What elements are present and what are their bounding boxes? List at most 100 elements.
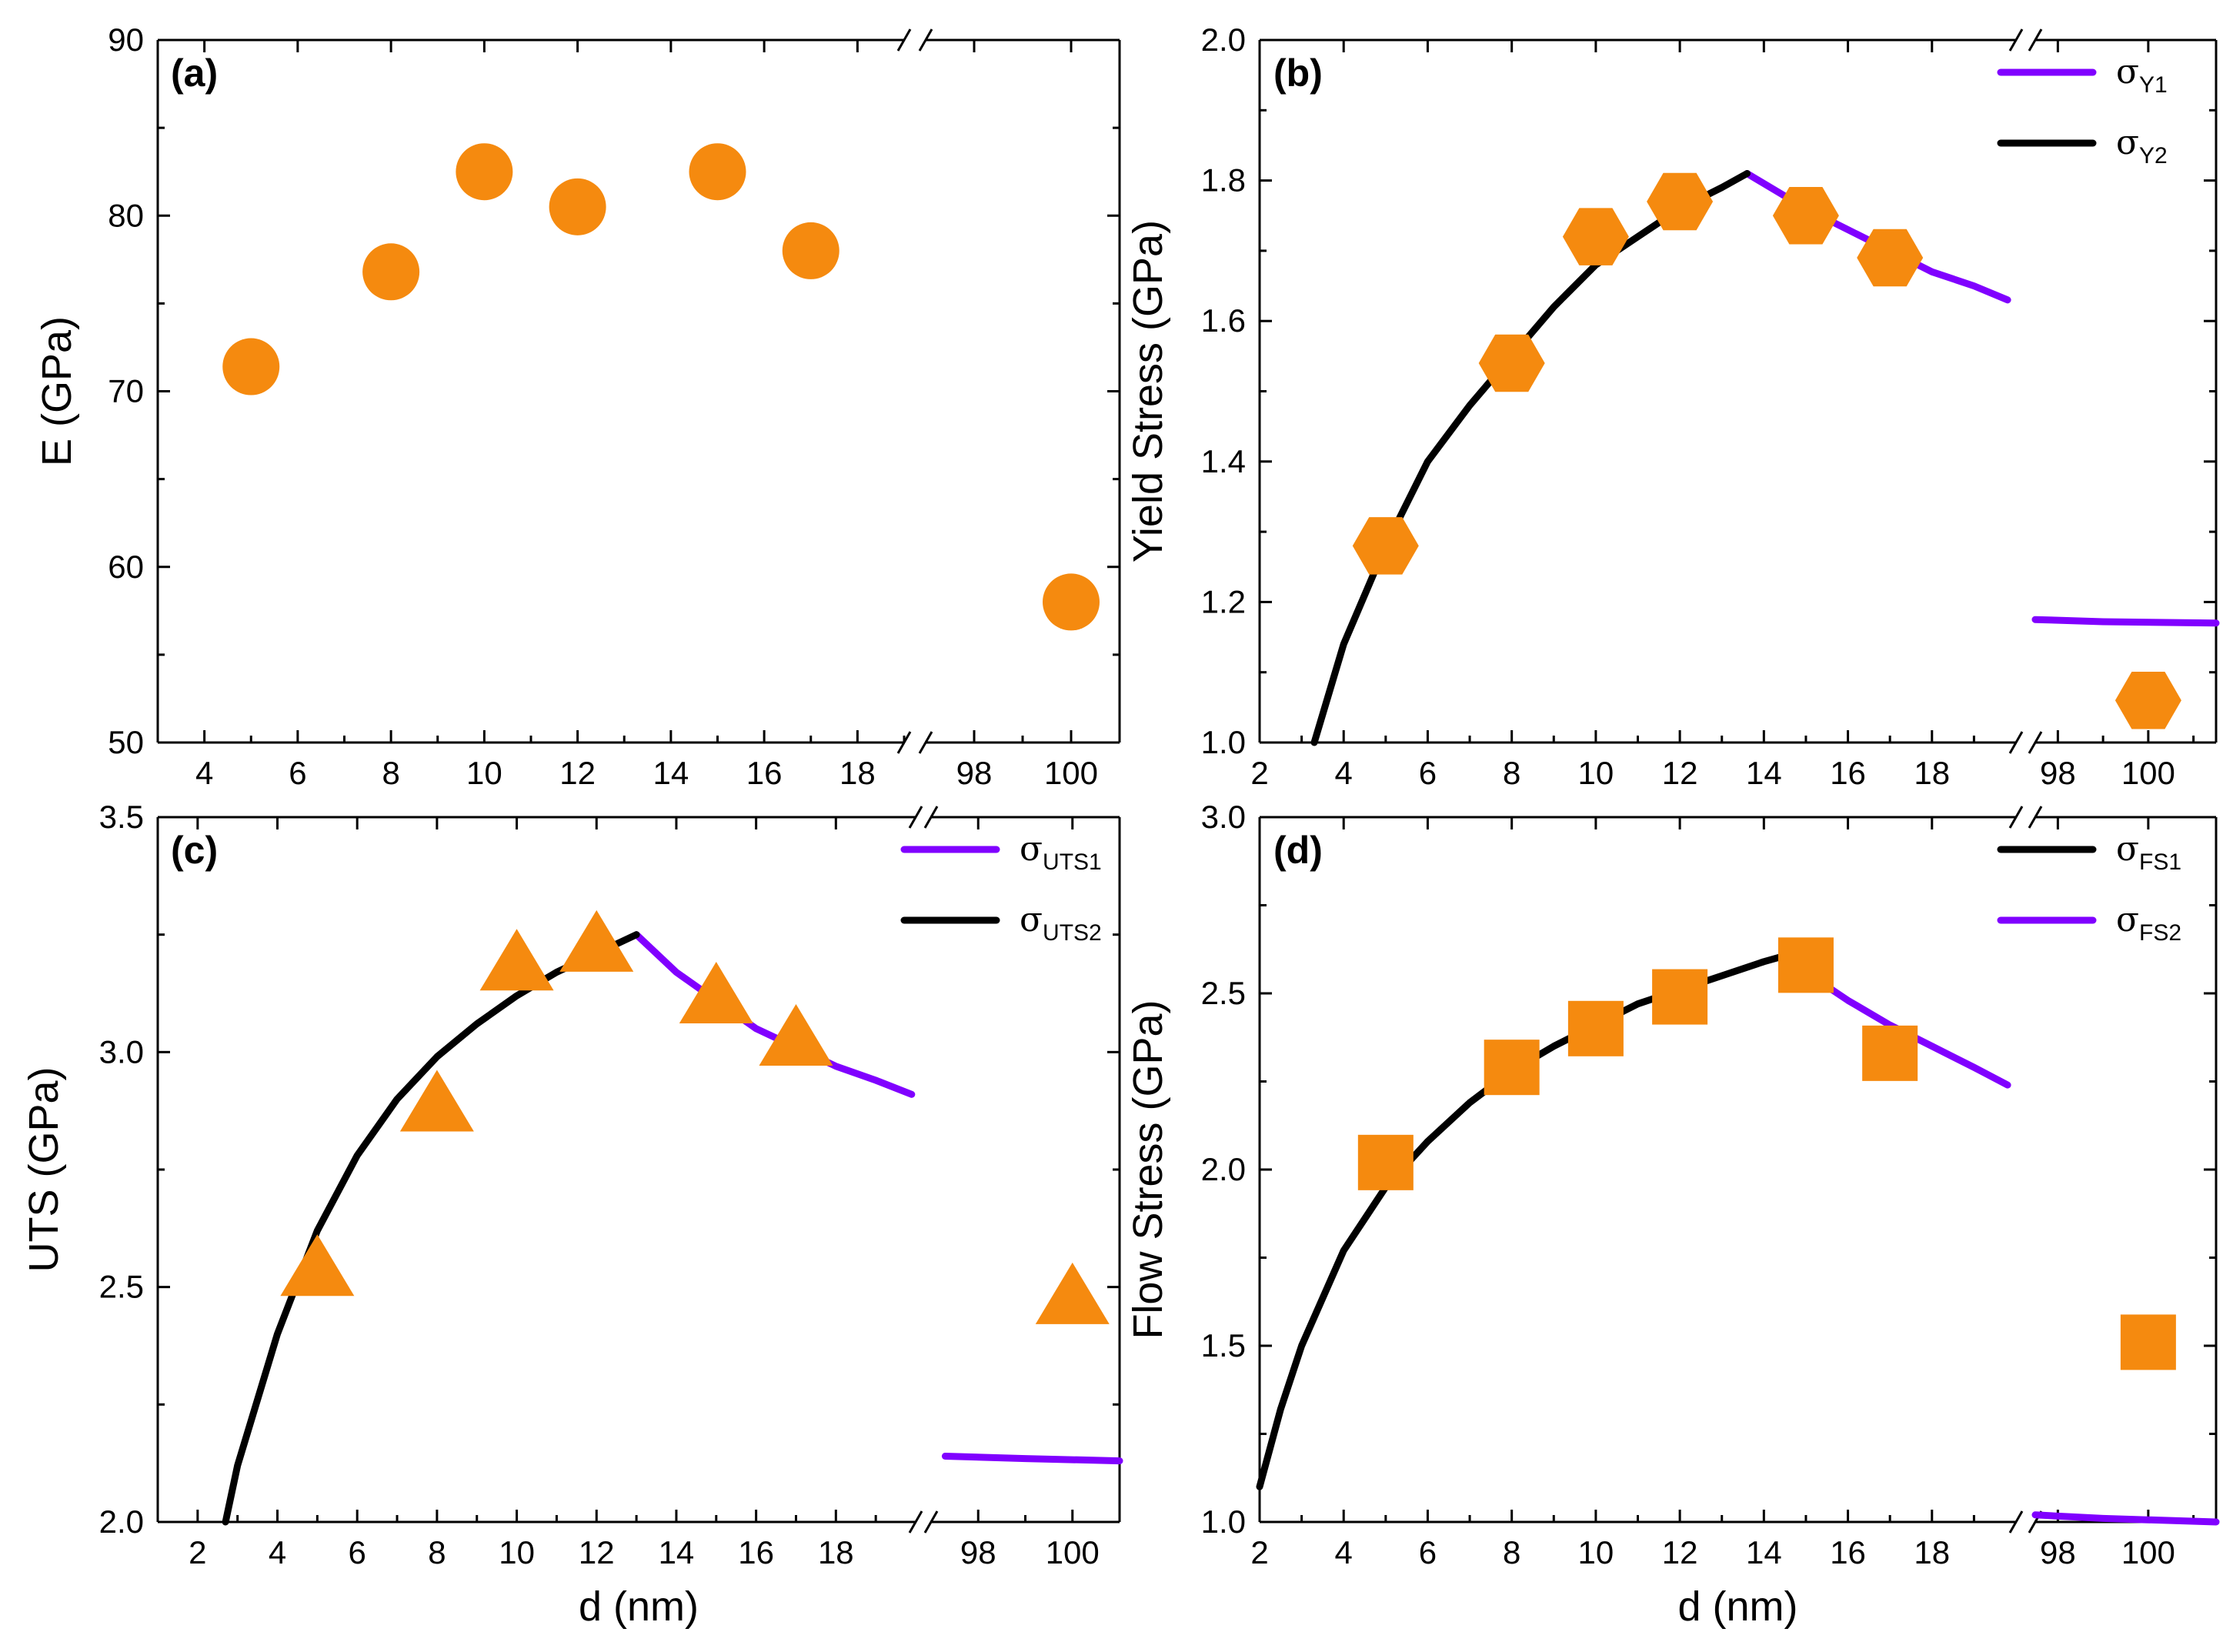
data-point (2120, 1314, 2176, 1370)
data-point (1777, 937, 1834, 993)
legend-subscript: UTS1 (1043, 849, 1102, 875)
panel-label: (d) (1273, 829, 1323, 872)
data-point (759, 1004, 833, 1066)
panel-label: (b) (1273, 52, 1323, 95)
panel-d: 1.0 1.5 2.0 2.5 3.0 2 4 6 8 10 12 14 16 18 98 100 Flow S… (1125, 799, 2220, 1630)
x-tick-label: 16 (1830, 1534, 1866, 1570)
data-point (559, 909, 634, 972)
x-tick-label: 100 (1046, 1534, 1100, 1570)
y-tick-label: 80 (108, 197, 144, 233)
x-tick-label: 98 (956, 755, 993, 791)
axis-break-mark (2008, 28, 2024, 52)
y-tick-label: 3.5 (99, 799, 144, 835)
legend-label-fs1: σFS1 (2116, 829, 2181, 875)
x-tick-label: 16 (738, 1534, 774, 1570)
panel-label: (a) (171, 52, 218, 95)
x-tick-label: 12 (559, 755, 596, 791)
legend-sigma: σ (2116, 829, 2139, 869)
x-tick-label: 10 (499, 1534, 535, 1570)
x-tick-label: 14 (659, 1534, 695, 1570)
x-tick-label: 14 (1746, 755, 1782, 791)
x-tick-label: 4 (195, 755, 213, 791)
data-point (1562, 208, 1629, 265)
y-tick-label: 2.5 (99, 1269, 144, 1305)
data-point (1043, 573, 1100, 631)
y-tick-label: 2.0 (1201, 22, 1246, 58)
axis-break-mark (2008, 806, 2024, 829)
data-point (1772, 187, 1839, 245)
legend-sigma: σ (1020, 900, 1043, 939)
legend-label-uts2: σUTS2 (1020, 900, 1102, 946)
y-tick-label: 1.5 (1201, 1327, 1246, 1363)
x-tick-label: 14 (1746, 1534, 1782, 1570)
x-tick-label: 14 (653, 755, 689, 791)
axis-break-mark (908, 1510, 923, 1534)
legend-label-y1: σY1 (2116, 52, 2168, 98)
axis-break-mark (2008, 731, 2024, 754)
y-tick-label: 1.6 (1201, 302, 1246, 339)
y-tick-label: 2.5 (1201, 975, 1246, 1011)
legend-label-fs2: σFS2 (2116, 900, 2181, 946)
y-axis-title: Flow Stress (GPa) (1125, 1000, 1171, 1339)
x-tick-label: 18 (839, 755, 876, 791)
data-point (1484, 1040, 1540, 1096)
panel-a: 50 60 70 80 90 4 6 8 10 12 14 16 18 98 100 E (GPa) (a) (34, 22, 1121, 791)
axis-break-mark (923, 1510, 939, 1534)
legend-subscript: Y1 (2139, 72, 2168, 98)
y-tick-label: 1.0 (1201, 1503, 1246, 1540)
x-tick-label: 6 (1419, 1534, 1437, 1570)
x-tick-label: 18 (1914, 1534, 1950, 1570)
x-tick-label: 12 (579, 1534, 615, 1570)
y-tick-label: 1.4 (1201, 443, 1246, 479)
x-tick-label: 12 (1662, 755, 1698, 791)
data-point (456, 143, 513, 201)
y-tick-label: 3.0 (99, 1033, 144, 1070)
data-point (1357, 1134, 1414, 1190)
axis-break-mark (918, 28, 933, 52)
y-tick-label: 90 (108, 22, 144, 58)
legend-sigma: σ (1020, 829, 1043, 869)
data-point (1567, 1000, 1624, 1056)
axis-break-mark (896, 28, 912, 52)
x-tick-label: 16 (1830, 755, 1866, 791)
panel-label: (c) (171, 829, 218, 872)
data-point (399, 1070, 474, 1132)
legend-subscript: Y2 (2139, 143, 2168, 169)
axis-break-mark (908, 806, 923, 829)
x-tick-label: 2 (189, 1534, 206, 1570)
x-tick-label: 6 (349, 1534, 366, 1570)
data-point (549, 178, 606, 235)
legend-sigma: σ (2116, 123, 2139, 162)
x-axis-title: d (nm) (579, 1584, 699, 1630)
x-tick-label: 98 (2040, 755, 2076, 791)
data-point (782, 222, 839, 279)
x-tick-label: 16 (746, 755, 783, 791)
legend-label-uts1: σUTS1 (1020, 829, 1102, 875)
y-axis-title: Yield Stress (GPa) (1125, 220, 1171, 562)
y-tick-label: 1.0 (1201, 724, 1246, 760)
data-point (1652, 969, 1708, 1025)
x-tick-label: 10 (466, 755, 502, 791)
axis-break-mark (923, 806, 939, 829)
axis-break-mark (2028, 28, 2043, 52)
fit-curve-fs2-right (2031, 1511, 2220, 1526)
x-tick-label: 4 (269, 1534, 286, 1570)
x-axis-title: d (nm) (1677, 1584, 1797, 1630)
x-tick-label: 18 (1914, 755, 1950, 791)
y-tick-label: 60 (108, 549, 144, 585)
x-tick-label: 2 (1250, 755, 1268, 791)
data-point (1647, 172, 1714, 231)
data-point (679, 962, 753, 1024)
data-point (1478, 334, 1545, 392)
x-tick-label: 8 (1503, 1534, 1520, 1570)
panel-c: 2.0 2.5 3.0 3.5 2 4 6 8 10 12 14 16 18 98 100 UTS (GPa)… (21, 799, 1123, 1630)
x-tick-label: 18 (818, 1534, 854, 1570)
axis-break-mark (2008, 1510, 2024, 1534)
x-tick-label: 12 (1662, 1534, 1698, 1570)
x-tick-label: 100 (2121, 755, 2175, 791)
x-tick-label: 10 (1578, 755, 1614, 791)
y-tick-label: 2.0 (1201, 1151, 1246, 1187)
fit-curve-uts1-right (941, 1453, 1123, 1465)
y-tick-label: 1.8 (1201, 162, 1246, 199)
x-tick-label: 100 (1044, 755, 1098, 791)
